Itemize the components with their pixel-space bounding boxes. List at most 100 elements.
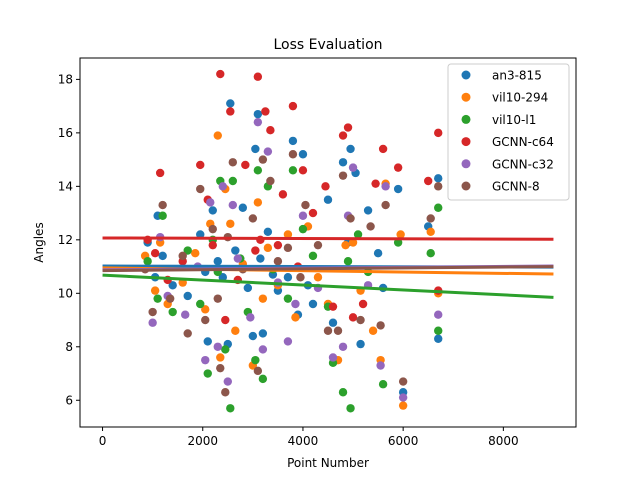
point-GCNN-c64-32 [393,163,403,172]
point-GCNN-c32-5 [201,355,210,365]
point-vil10-294-11 [226,219,235,228]
point-vil10-294-8 [213,131,222,140]
point-an3-815-32 [328,318,338,327]
point-GCNN-8-31 [376,321,385,330]
point-GCNN-8-18 [266,176,275,186]
legend-label-GCNN-c32: GCNN-c32 [492,157,554,171]
trend-line-vil10-l1 [102,273,554,299]
point-an3-815-11 [218,273,227,282]
point-vil10-294-31 [396,230,405,239]
y-tick-label: 18 [58,72,73,86]
point-GCNN-8-7 [201,315,210,325]
point-GCNN-c32-14 [258,345,268,354]
point-an3-815-13 [226,99,235,108]
point-vil10-l1-23 [308,251,318,261]
point-GCNN-c64-24 [321,182,330,191]
y-tick-label: 8 [65,340,73,354]
point-an3-815-38 [363,206,373,215]
point-GCNN-8-24 [313,240,323,250]
point-an3-815-19 [253,109,263,119]
point-vil10-l1-26 [338,388,348,397]
legend: an3-815 vil10-294 vil10-l1 GCNN-c64 GCNN-c32… [447,63,570,201]
point-vil10-294-26 [348,238,358,247]
point-an3-815-9 [208,206,217,215]
point-vil10-l1-5 [196,299,205,309]
legend-label-GCNN-c64: GCNN-c64 [492,135,554,149]
trend-lines [102,236,554,299]
point-vil10-l1-2 [158,211,167,220]
point-GCNN-c64-31 [378,144,388,154]
point-vil10-l1-35 [434,326,443,335]
point-GCNN-c64-19 [278,190,288,199]
point-GCNN-c64-22 [298,166,308,175]
point-GCNN-c32-17 [283,337,293,346]
legend-box [447,63,570,201]
point-GCNN-c32-11 [233,254,243,263]
point-GCNN-8-33 [398,377,408,386]
point-GCNN-8-27 [338,171,348,180]
point-vil10-l1-17 [258,374,268,384]
point-vil10-l1-3 [168,307,177,317]
chart-title: Loss Evaluation [273,37,382,53]
point-GCNN-c64-28 [348,313,358,322]
point-GCNN-c32-27 [381,182,390,191]
x-axis-ticks: 0 2000 4000 6000 8000 [99,427,519,448]
point-an3-815-37 [356,339,365,349]
point-an3-815-17 [248,331,258,341]
point-an3-815-45 [434,334,443,343]
point-GCNN-8-30 [366,222,375,231]
trend-line-GCNN-8 [102,265,554,273]
point-GCNN-c32-22 [338,342,348,351]
point-an3-815-35 [346,144,355,154]
point-vil10-294-17 [263,243,273,253]
point-GCNN-c32-0 [148,318,157,327]
point-GCNN-8-22 [296,273,305,282]
point-vil10-294-22 [313,273,323,282]
point-GCNN-8-2 [158,200,167,210]
point-an3-815-6 [196,230,205,239]
point-GCNN-c64-23 [308,208,318,218]
point-an3-815-22 [263,227,273,236]
point-an3-815-18 [251,144,260,154]
point-an3-815-4 [168,281,177,290]
point-GCNN-c32-12 [246,313,255,322]
legend-marker-vil10-l1 [461,114,471,124]
y-axis-label: Angles [32,222,46,262]
point-GCNN-8-3 [165,294,175,303]
point-vil10-294-32 [398,401,408,410]
y-tick-label: 6 [65,393,73,407]
point-GCNN-c64-10 [226,107,235,116]
point-an3-815-44 [434,174,443,183]
x-tick-label: 6000 [388,434,419,448]
point-vil10-l1-27 [343,257,353,266]
point-GCNN-c32-7 [213,342,222,351]
point-an3-815-33 [338,158,348,167]
point-GCNN-8-16 [253,366,263,376]
point-GCNN-8-26 [333,326,343,335]
point-vil10-l1-31 [378,380,388,389]
point-GCNN-c64-2 [155,168,165,178]
legend-label-vil10-294: vil10-294 [492,91,548,105]
point-an3-815-41 [393,184,403,194]
point-vil10-294-28 [368,326,378,335]
point-vil10-l1-10 [221,345,230,354]
point-vil10-l1-28 [346,404,355,413]
point-vil10-294-20 [291,313,300,322]
point-vil10-l1-11 [226,404,235,413]
point-GCNN-c32-3 [181,310,190,319]
point-an3-815-25 [283,273,293,282]
y-tick-label: 14 [58,179,73,193]
y-axis-ticks: 6 8 10 12 14 16 18 [58,72,80,407]
point-GCNN-c32-29 [434,310,443,319]
point-vil10-l1-6 [203,369,212,378]
point-vil10-294-19 [283,230,293,239]
point-an3-815-31 [323,195,333,204]
point-GCNN-c32-19 [298,211,308,220]
point-vil10-l1-1 [153,294,162,303]
point-vil10-l1-32 [393,238,403,247]
point-GCNN-c32-28 [398,393,408,402]
point-GCNN-8-34 [426,214,435,223]
point-vil10-l1-21 [288,166,298,175]
point-GCNN-8-1 [148,307,157,317]
